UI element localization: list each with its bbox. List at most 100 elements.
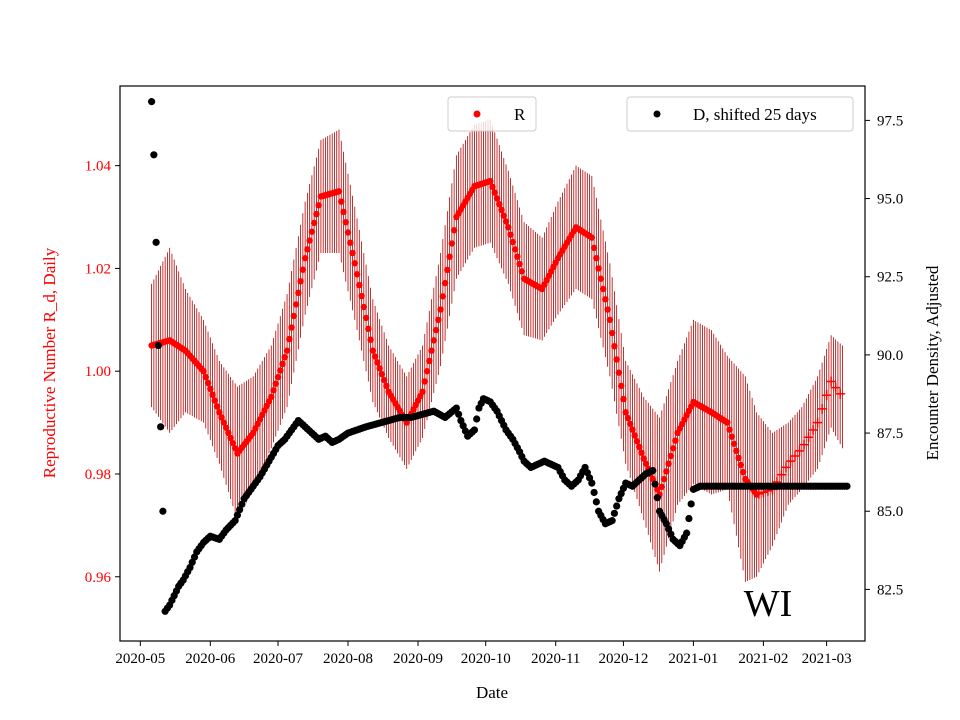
r-point (426, 357, 433, 365)
r-point (507, 231, 514, 238)
r-point (362, 314, 370, 322)
r-point (611, 343, 618, 350)
r-point-plus (835, 388, 846, 399)
r-point (281, 354, 289, 361)
r-point (374, 359, 381, 366)
r-point (437, 306, 444, 313)
x-tick-label: 2020-09 (393, 651, 443, 667)
r-point-plus (790, 451, 801, 461)
r-point-plus (803, 432, 814, 443)
r-point (439, 293, 447, 300)
d-point (233, 511, 241, 519)
r-point (441, 279, 449, 287)
r-point (272, 380, 279, 387)
r-point (204, 379, 212, 387)
r-point (290, 312, 298, 320)
r-point (498, 206, 505, 214)
r-point (380, 376, 388, 384)
r-point (624, 414, 632, 422)
r-point (496, 200, 503, 208)
right-y-tick-label: 95.0 (877, 192, 903, 208)
right-y-tick-label: 90.0 (877, 348, 903, 364)
r-point (489, 183, 496, 191)
r-point (518, 268, 526, 275)
r-point (383, 382, 390, 390)
r-point (728, 433, 736, 440)
r-point-plus (826, 376, 837, 387)
r-point (597, 275, 605, 282)
right-y-tick-label: 85.0 (877, 504, 903, 520)
d-point (608, 517, 616, 525)
r-point (487, 177, 494, 185)
d-point (649, 466, 657, 475)
legend-d-marker (653, 110, 661, 118)
r-point (636, 443, 643, 451)
x-tick-label: 2021-01 (668, 651, 718, 667)
r-point (306, 237, 313, 244)
d-point (455, 410, 463, 418)
r-point (615, 369, 623, 376)
r-point (593, 254, 600, 262)
r-point (590, 244, 598, 252)
r-point (371, 353, 379, 360)
x-tick-label: 2021-02 (738, 651, 788, 667)
r-point (200, 368, 207, 375)
r-point (500, 212, 507, 219)
d-point (683, 529, 691, 537)
d-point (159, 507, 167, 515)
legend-r-box (447, 96, 537, 132)
d-point (154, 341, 162, 350)
r-point (349, 249, 356, 257)
r-point (360, 303, 368, 311)
r-point (365, 325, 372, 333)
r-point (216, 409, 223, 416)
r-point (351, 260, 358, 267)
r-point (207, 385, 214, 393)
r-point (295, 289, 302, 297)
r-point (672, 437, 679, 444)
r-point (602, 296, 609, 303)
r-point (604, 306, 611, 313)
r-point (606, 316, 614, 324)
r-point (220, 419, 228, 426)
r-point (344, 229, 352, 236)
d-point (473, 415, 481, 423)
r-point (509, 238, 517, 246)
r-point-plus (799, 439, 810, 450)
r-point (617, 382, 625, 390)
r-point (218, 414, 225, 421)
r-point (229, 439, 237, 447)
r-point (491, 189, 498, 196)
left-y-tick-label: 0.98 (85, 467, 111, 483)
d-point (150, 151, 158, 159)
r-point (432, 326, 440, 334)
d-point (238, 500, 246, 508)
r-point (450, 227, 458, 234)
r-point (627, 420, 634, 428)
legend-r-marker (473, 110, 481, 118)
r-point-plus (817, 403, 828, 414)
d-point (687, 500, 695, 508)
right-y-tick-label: 92.5 (877, 270, 903, 286)
x-tick-label: 2020-10 (461, 651, 511, 667)
r-point (338, 198, 345, 205)
r-point (292, 301, 300, 308)
r-point (340, 208, 347, 216)
r-point (642, 460, 650, 467)
d-point (236, 506, 244, 514)
r-point (739, 468, 747, 476)
r-point (622, 409, 629, 416)
r-point (213, 403, 221, 410)
left-y-axis-label: Reproductive Number R_d, Daily (40, 247, 59, 478)
x-tick-label: 2020-07 (253, 651, 303, 667)
r-point (313, 210, 320, 218)
r-point (638, 449, 645, 456)
r-point-plus (830, 382, 841, 393)
r-point-plus (785, 456, 796, 467)
r-point (658, 483, 666, 491)
r-point (588, 234, 596, 241)
r-point (516, 260, 523, 268)
r-point (446, 253, 453, 260)
r-point (726, 426, 733, 433)
x-tick-label: 2021-03 (802, 651, 852, 667)
